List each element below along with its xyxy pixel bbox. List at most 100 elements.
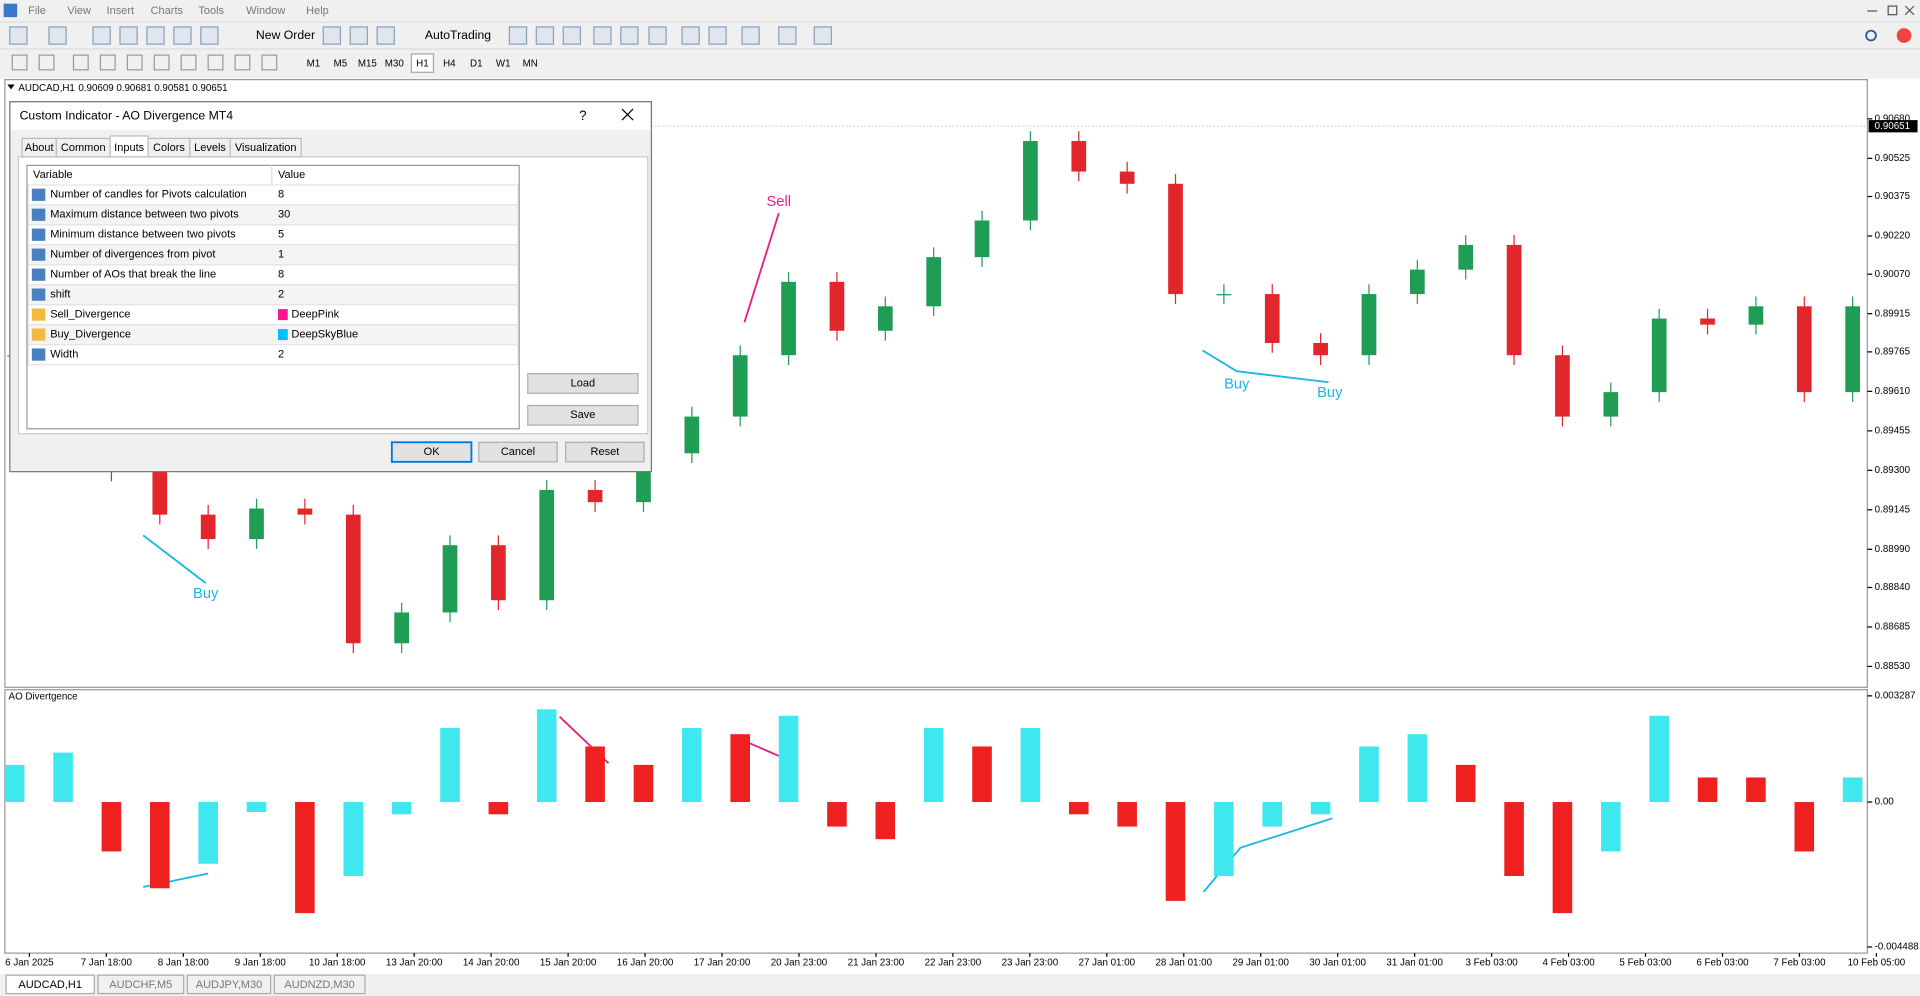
- dialog-tab-label[interactable]: Visualization: [235, 142, 297, 154]
- toolbar-button[interactable]: [48, 26, 67, 45]
- chart-tab[interactable]: [273, 974, 366, 995]
- timeframe-button[interactable]: M30: [385, 58, 405, 69]
- dialog-tab-label[interactable]: Inputs: [114, 142, 144, 154]
- timeframe-button[interactable]: H1: [416, 58, 429, 69]
- tool-button[interactable]: [126, 54, 143, 71]
- menu-item[interactable]: Charts: [151, 5, 184, 17]
- chart-tab[interactable]: [186, 974, 272, 995]
- dialog-tab-label[interactable]: About: [25, 142, 54, 154]
- toolbar-button[interactable]: [92, 26, 111, 45]
- tool-button[interactable]: [180, 54, 197, 71]
- toolbar-button[interactable]: [376, 26, 395, 45]
- chart-menu-arrow[interactable]: [7, 84, 15, 90]
- cancel-button[interactable]: [478, 441, 558, 463]
- chart-tab-label[interactable]: AUDNZD,M30: [284, 979, 354, 991]
- tool-button[interactable]: [207, 54, 224, 71]
- toolbar-button[interactable]: [708, 26, 727, 45]
- dialog-close[interactable]: [621, 108, 634, 121]
- toolbar-button[interactable]: [535, 26, 555, 45]
- variable-value[interactable]: 8: [278, 269, 284, 281]
- chart-symbol: AUDCAD,H1: [18, 83, 75, 94]
- close-button[interactable]: [1904, 5, 1915, 16]
- timeframe-button[interactable]: H4: [443, 58, 456, 69]
- tool-button[interactable]: [11, 54, 28, 71]
- tool-button[interactable]: [99, 54, 116, 71]
- toolbar-button[interactable]: [681, 26, 700, 45]
- load-button-label[interactable]: Load: [571, 377, 596, 389]
- chart-tab-label[interactable]: AUDJPY,M30: [196, 979, 263, 991]
- menu-item[interactable]: File: [28, 5, 46, 17]
- autotrading-button[interactable]: AutoTrading: [425, 28, 491, 42]
- dialog-tab[interactable]: [229, 137, 302, 158]
- variable-value[interactable]: 30: [278, 209, 290, 221]
- new-order-button[interactable]: New Order: [256, 28, 315, 42]
- chart-tab[interactable]: [5, 974, 95, 995]
- candle: [1555, 355, 1570, 417]
- help-button[interactable]: ?: [579, 108, 586, 123]
- notification-icon[interactable]: [1896, 28, 1912, 43]
- menu-item[interactable]: Window: [246, 5, 285, 17]
- toolbar-button[interactable]: [146, 26, 165, 45]
- table-row[interactable]: [27, 284, 519, 306]
- timeframe-button[interactable]: MN: [523, 58, 538, 69]
- tool-button[interactable]: [261, 54, 278, 71]
- toolbar-button[interactable]: [9, 26, 28, 45]
- toolbar-button[interactable]: [200, 26, 219, 45]
- menu-item[interactable]: Insert: [107, 5, 135, 17]
- chart-tab[interactable]: [97, 974, 185, 995]
- restore-button[interactable]: [1887, 5, 1898, 16]
- dialog-tab-label[interactable]: Colors: [153, 142, 185, 154]
- variable-name: shift: [50, 289, 70, 301]
- dialog-tab-label[interactable]: Levels: [194, 142, 226, 154]
- variable-value[interactable]: 1: [278, 249, 284, 261]
- toolbar-button[interactable]: [813, 26, 833, 45]
- x-tick-label: 8 Jan 18:00: [158, 958, 210, 969]
- dialog-tab-label[interactable]: Common: [61, 142, 106, 154]
- menu-item[interactable]: Help: [306, 5, 329, 17]
- timeframe-button[interactable]: D1: [470, 58, 483, 69]
- buy-line: [1201, 349, 1329, 384]
- variable-value[interactable]: 5: [278, 229, 284, 241]
- variable-value[interactable]: 2: [278, 348, 284, 360]
- toolbar-button[interactable]: [593, 26, 612, 45]
- toolbar-button[interactable]: [778, 26, 797, 45]
- reset-button[interactable]: [565, 441, 645, 463]
- variable-value[interactable]: 2: [278, 289, 284, 301]
- variable-value[interactable]: 8: [278, 189, 284, 201]
- toolbar-button[interactable]: [322, 26, 342, 45]
- ok-button-label[interactable]: OK: [424, 446, 441, 458]
- toolbar-button[interactable]: [349, 26, 368, 45]
- toolbar-button[interactable]: [648, 26, 667, 45]
- tool-button[interactable]: [38, 54, 55, 71]
- chart-tab-label[interactable]: AUDCHF,M5: [109, 979, 172, 991]
- variable-value[interactable]: DeepSkyBlue: [291, 328, 358, 340]
- toolbar-button[interactable]: [173, 26, 192, 45]
- table-row[interactable]: [27, 344, 519, 366]
- menu-item[interactable]: Tools: [198, 5, 224, 17]
- toolbar-button[interactable]: [741, 26, 760, 45]
- toolbar-button[interactable]: [562, 26, 582, 45]
- toolbar-button[interactable]: [508, 26, 528, 45]
- x-tick-label: 14 Jan 20:00: [463, 958, 520, 969]
- tool-button[interactable]: [72, 54, 89, 71]
- search-icon[interactable]: [1865, 29, 1877, 42]
- x-tick-label: 20 Jan 23:00: [771, 958, 828, 969]
- timeframe-button[interactable]: M5: [334, 58, 348, 69]
- tool-button[interactable]: [153, 54, 170, 71]
- menu-item[interactable]: View: [67, 5, 91, 17]
- buy-label: Buy: [1317, 385, 1343, 401]
- timeframe-button[interactable]: W1: [496, 58, 511, 69]
- toolbar-button[interactable]: [119, 26, 138, 45]
- timeframe-button[interactable]: M15: [358, 58, 378, 69]
- save-button-label[interactable]: Save: [570, 409, 595, 421]
- toolbar-button[interactable]: [620, 26, 639, 45]
- tool-button[interactable]: [234, 54, 251, 71]
- cancel-button-label[interactable]: Cancel: [501, 446, 535, 458]
- timeframe-button[interactable]: M1: [307, 58, 321, 69]
- load-button[interactable]: [527, 373, 639, 394]
- ok-button[interactable]: [390, 441, 473, 463]
- chart-tab-label[interactable]: AUDCAD,H1: [18, 979, 82, 991]
- variable-value[interactable]: DeepPink: [291, 309, 339, 321]
- save-button[interactable]: [527, 404, 639, 426]
- reset-button-label[interactable]: Reset: [591, 446, 620, 458]
